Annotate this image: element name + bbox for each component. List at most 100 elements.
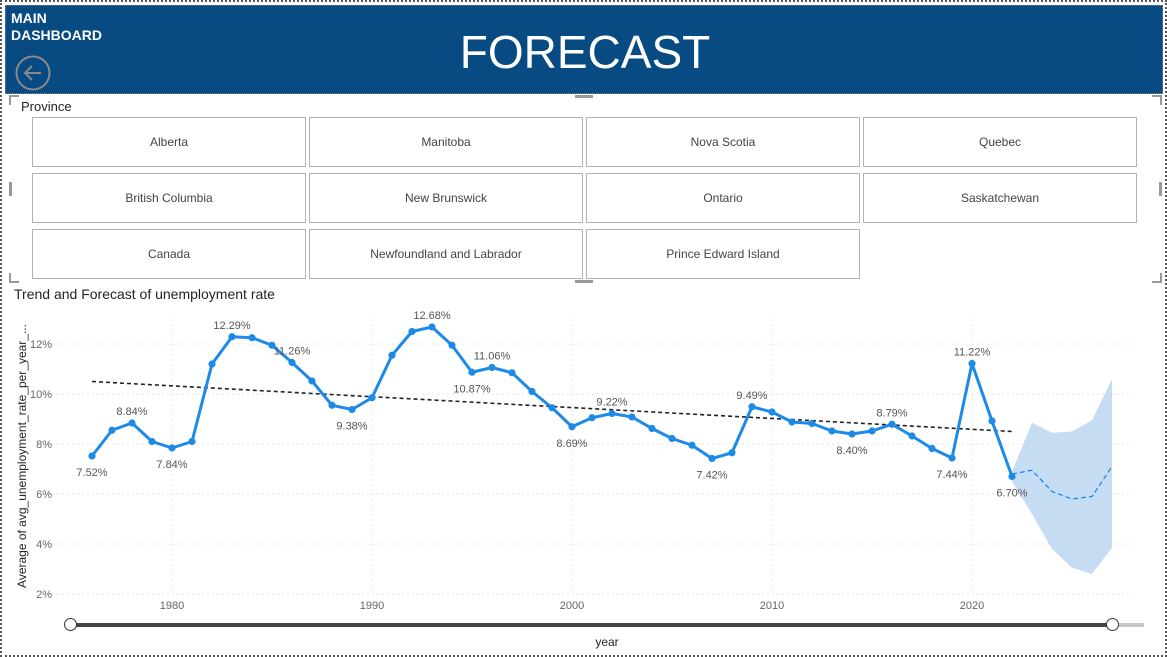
- data-point[interactable]: [868, 427, 876, 435]
- resize-handle[interactable]: [1160, 273, 1162, 283]
- data-point[interactable]: [628, 413, 636, 421]
- y-tick-label: 8%: [36, 439, 52, 451]
- data-point[interactable]: [828, 427, 836, 435]
- data-point[interactable]: [948, 454, 956, 462]
- data-point[interactable]: [908, 432, 916, 440]
- data-label: 9.38%: [336, 421, 367, 433]
- data-point[interactable]: [548, 404, 556, 412]
- data-point[interactable]: [208, 360, 216, 368]
- data-point[interactable]: [708, 454, 716, 463]
- data-point[interactable]: [808, 419, 816, 428]
- data-point[interactable]: [788, 418, 796, 426]
- data-point[interactable]: [128, 419, 136, 427]
- province-option[interactable]: Quebec: [863, 117, 1137, 167]
- province-option[interactable]: Alberta: [32, 117, 306, 167]
- data-point[interactable]: [1008, 472, 1016, 481]
- data-point[interactable]: [108, 426, 116, 434]
- data-point[interactable]: [148, 437, 156, 446]
- data-label: 7.42%: [696, 470, 727, 482]
- data-point[interactable]: [728, 449, 736, 457]
- data-point[interactable]: [368, 394, 376, 402]
- data-point[interactable]: [968, 359, 976, 368]
- y-tick-label: 12%: [30, 339, 52, 351]
- y-tick-label: 6%: [36, 489, 52, 501]
- forecast-line: [1011, 466, 1113, 500]
- province-option[interactable]: New Brunswick: [309, 173, 583, 223]
- data-label: 12.68%: [413, 310, 451, 322]
- year-slider-range[interactable]: [70, 623, 1113, 627]
- data-point[interactable]: [688, 441, 696, 449]
- data-point[interactable]: [328, 401, 336, 409]
- year-slider-end-handle[interactable]: [1106, 618, 1119, 631]
- province-option[interactable]: Prince Edward Island: [586, 229, 860, 279]
- x-tick-label: 1980: [160, 600, 184, 612]
- page-title: FORECAST: [459, 26, 711, 78]
- resize-handle[interactable]: [9, 95, 19, 97]
- data-point[interactable]: [228, 333, 236, 341]
- data-point[interactable]: [168, 444, 176, 452]
- data-point[interactable]: [188, 437, 196, 446]
- data-label: 9.22%: [596, 397, 627, 409]
- resize-handle[interactable]: [9, 95, 11, 105]
- data-point[interactable]: [528, 387, 536, 396]
- header-banner: MAIN DASHBOARD FORECAST: [5, 5, 1163, 94]
- data-point[interactable]: [268, 341, 276, 349]
- resize-handle[interactable]: [9, 273, 11, 283]
- data-point[interactable]: [608, 409, 616, 418]
- resize-handle[interactable]: [1152, 95, 1162, 97]
- data-label: 8.40%: [836, 445, 867, 457]
- main-dashboard-link[interactable]: MAIN DASHBOARD: [11, 10, 121, 44]
- data-point[interactable]: [588, 414, 596, 422]
- data-point[interactable]: [848, 430, 856, 438]
- data-label: 6.70%: [996, 488, 1027, 500]
- data-point[interactable]: [388, 351, 396, 359]
- data-point[interactable]: [288, 358, 296, 367]
- x-tick-label: 1990: [360, 600, 384, 612]
- data-point[interactable]: [88, 452, 96, 460]
- data-point[interactable]: [928, 444, 936, 453]
- province-option[interactable]: Canada: [32, 229, 306, 279]
- resize-handle[interactable]: [9, 281, 19, 283]
- y-tick-label: 2%: [36, 589, 52, 601]
- data-label: 12.29%: [213, 320, 251, 332]
- province-option[interactable]: Nova Scotia: [586, 117, 860, 167]
- province-slicer: Province Alberta Manitoba Nova Scotia Quebe…: [9, 95, 1162, 283]
- data-point[interactable]: [248, 334, 256, 342]
- province-option[interactable]: Ontario: [586, 173, 860, 223]
- data-point[interactable]: [768, 408, 776, 416]
- resize-handle[interactable]: [1160, 95, 1162, 105]
- data-point[interactable]: [888, 420, 896, 428]
- year-slider-start-handle[interactable]: [64, 618, 77, 631]
- resize-handle[interactable]: [575, 280, 593, 283]
- data-point[interactable]: [748, 403, 756, 411]
- data-point[interactable]: [668, 434, 676, 443]
- data-point[interactable]: [988, 417, 996, 425]
- data-point[interactable]: [428, 323, 436, 331]
- data-point[interactable]: [568, 423, 576, 431]
- unemployment-series-line: [90, 325, 1014, 478]
- data-point[interactable]: [308, 377, 316, 385]
- line-chart: 2% 4% 6% 8% 10% 12% 1980 1990 2000 2010 2020 Averag…: [15, 310, 1132, 612]
- resize-handle[interactable]: [1159, 182, 1162, 196]
- data-point[interactable]: [468, 368, 476, 376]
- data-point[interactable]: [448, 341, 456, 349]
- back-arrow-icon[interactable]: [15, 55, 51, 91]
- data-point[interactable]: [488, 363, 496, 372]
- resize-handle[interactable]: [9, 182, 12, 196]
- data-point[interactable]: [648, 424, 656, 433]
- data-label: 10.87%: [453, 383, 491, 395]
- resize-handle[interactable]: [575, 95, 593, 98]
- province-option[interactable]: British Columbia: [32, 173, 306, 223]
- province-option[interactable]: Saskatchewan: [863, 173, 1137, 223]
- resize-handle[interactable]: [1152, 281, 1162, 283]
- y-tick-label: 10%: [30, 389, 52, 401]
- province-option[interactable]: Newfoundland and Labrador: [309, 229, 583, 279]
- x-axis-title: year: [595, 635, 619, 649]
- data-point[interactable]: [408, 327, 416, 336]
- data-point[interactable]: [508, 369, 516, 377]
- data-point[interactable]: [348, 405, 356, 414]
- data-label: 8.69%: [556, 438, 587, 450]
- province-option[interactable]: Manitoba: [309, 117, 583, 167]
- x-tick-label: 2010: [760, 600, 784, 612]
